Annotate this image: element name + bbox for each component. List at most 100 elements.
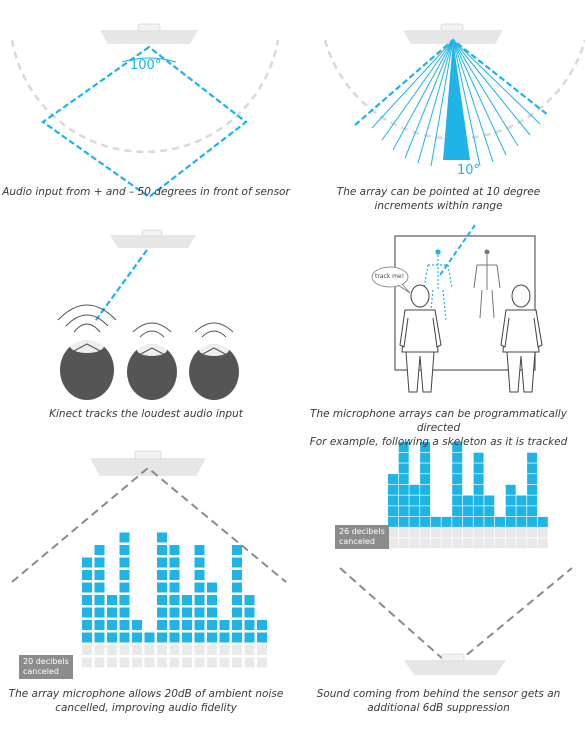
signal-level-cell bbox=[119, 582, 130, 593]
tracking-beam bbox=[439, 224, 476, 276]
canceled-level-cell bbox=[420, 538, 431, 549]
panel-loudest-input bbox=[57, 229, 239, 400]
signal-level-cell bbox=[505, 516, 516, 527]
canceled-level-cell bbox=[182, 657, 192, 668]
caption-line: The array microphone allows 20dB of ambi… bbox=[8, 688, 284, 700]
canceled-level-cell bbox=[462, 527, 473, 538]
signal-level-cell bbox=[462, 516, 473, 527]
signal-level-cell bbox=[516, 495, 527, 506]
kinect-sensor-mount bbox=[141, 229, 163, 237]
caption-line: The microphone arrays can be programmati… bbox=[310, 408, 567, 434]
angle-label-10: 10° bbox=[457, 163, 481, 178]
panel-skeleton-tracking bbox=[371, 224, 543, 393]
sound-waves-medium bbox=[132, 322, 172, 338]
signal-level-cell bbox=[398, 516, 409, 527]
canceled-level-cell bbox=[409, 538, 420, 549]
canceled-level-cell bbox=[244, 657, 255, 668]
signal-level-cell bbox=[82, 582, 92, 593]
signal-level-cell bbox=[169, 595, 180, 605]
signal-level-cell bbox=[420, 516, 431, 527]
signal-level-cell bbox=[473, 506, 484, 517]
speech-bubble-text: track me! bbox=[375, 273, 405, 280]
label-line: 26 decibels bbox=[339, 527, 385, 536]
signal-level-cell bbox=[516, 506, 527, 517]
signal-level-cell bbox=[182, 620, 192, 630]
canceled-level-cell bbox=[207, 645, 217, 655]
signal-level-cell bbox=[420, 484, 431, 495]
canceled-level-cell bbox=[484, 538, 495, 549]
kinect-sensor bbox=[404, 660, 506, 675]
canceled-level-cell bbox=[94, 657, 105, 668]
angle-arc bbox=[121, 57, 177, 63]
signal-level-cell bbox=[527, 495, 538, 506]
signal-level-cell bbox=[232, 557, 242, 568]
panel-noise-cancel bbox=[11, 450, 287, 668]
canceled-level-cell bbox=[537, 527, 548, 538]
canceled-level-cell bbox=[388, 527, 398, 538]
signal-level-cell bbox=[194, 570, 205, 580]
signal-level-cell bbox=[157, 595, 167, 605]
signal-level-cell bbox=[157, 607, 167, 618]
canceled-level-cell bbox=[452, 538, 463, 549]
signal-level-cell bbox=[473, 463, 484, 474]
canceled-level-cell bbox=[132, 645, 142, 655]
kinect-sensor bbox=[110, 235, 196, 248]
canceled-level-cell bbox=[107, 657, 117, 668]
signal-level-cell bbox=[388, 506, 398, 517]
caption-line: The array can be pointed at 10 degree bbox=[336, 186, 541, 198]
canceled-level-cell bbox=[430, 527, 441, 538]
canceled-level-cell bbox=[194, 645, 205, 655]
signal-level-cell bbox=[398, 442, 409, 452]
beam-line bbox=[452, 39, 519, 147]
label-line: canceled bbox=[23, 667, 59, 676]
signal-level-cell bbox=[157, 570, 167, 580]
signal-level-cell bbox=[232, 607, 242, 618]
signal-level-cell bbox=[484, 495, 495, 506]
canceled-level-cell bbox=[505, 527, 516, 538]
angle-label-100: 100° bbox=[130, 58, 162, 73]
signal-level-cell bbox=[244, 607, 255, 618]
signal-level-cell bbox=[484, 516, 495, 527]
canceled-level-cell bbox=[505, 538, 516, 549]
kinect-sensor-mount bbox=[137, 23, 161, 32]
kinect-sensor-mount bbox=[441, 653, 465, 662]
signal-level-cell bbox=[119, 620, 130, 630]
signal-level-cell bbox=[169, 557, 180, 568]
signal-level-cell bbox=[441, 516, 452, 527]
beam-line bbox=[452, 39, 494, 163]
canceled-level-cell bbox=[473, 538, 484, 549]
signal-level-cell bbox=[182, 607, 192, 618]
sound-waves-loud bbox=[57, 304, 117, 333]
label-line: canceled bbox=[339, 537, 375, 546]
signal-level-cell bbox=[388, 516, 398, 527]
caption-line: For example, following a skeleton as it … bbox=[309, 436, 568, 448]
beam-lines bbox=[371, 39, 541, 167]
signal-level-cell bbox=[194, 607, 205, 618]
sound-waves-soft bbox=[194, 322, 234, 338]
signal-level-cell bbox=[119, 570, 130, 580]
signal-level-cell bbox=[430, 516, 441, 527]
signal-level-cell bbox=[420, 442, 431, 452]
signal-level-cell bbox=[182, 595, 192, 605]
canceled-level-cell bbox=[420, 527, 431, 538]
caption-line: Sound coming from behind the sensor gets… bbox=[316, 688, 561, 700]
canceled-level-cell bbox=[157, 645, 167, 655]
signal-level-cell bbox=[82, 632, 92, 643]
beam-line bbox=[392, 39, 454, 151]
signal-level-cell bbox=[157, 545, 167, 555]
signal-level-cell bbox=[409, 506, 420, 517]
signal-level-cell bbox=[420, 452, 431, 463]
canceled-level-cell bbox=[169, 645, 180, 655]
signal-level-cell bbox=[473, 484, 484, 495]
signal-level-cell bbox=[207, 582, 217, 593]
signal-level-cell bbox=[119, 632, 130, 643]
canceled-level-cell bbox=[537, 538, 548, 549]
canceled-level-cell bbox=[409, 527, 420, 538]
kinect-sensor-mount bbox=[440, 23, 464, 32]
beam-line bbox=[452, 39, 541, 125]
signal-level-cell bbox=[257, 632, 267, 643]
signal-level-cell bbox=[107, 607, 117, 618]
signal-level-cell bbox=[232, 570, 242, 580]
signal-level-cell bbox=[505, 495, 516, 506]
